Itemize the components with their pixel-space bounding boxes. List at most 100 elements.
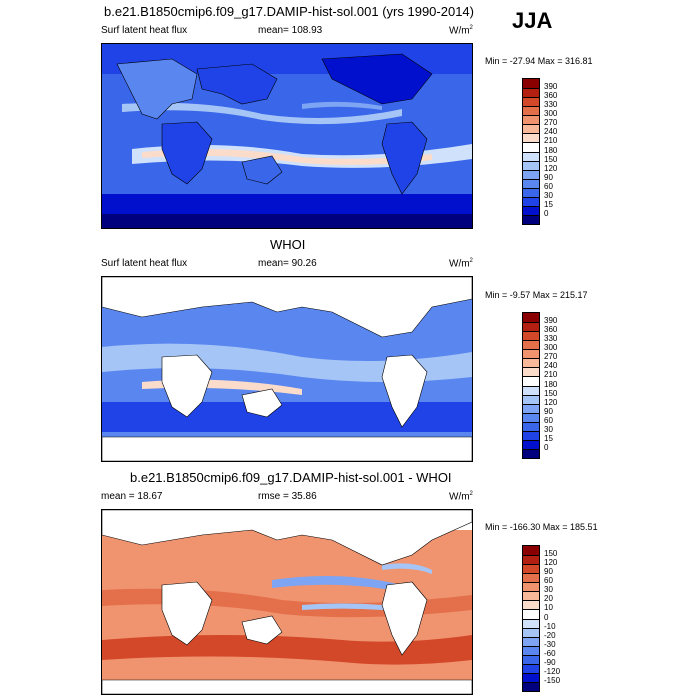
colorbar-swatch <box>523 151 539 161</box>
colorbar-tick-label: 60 <box>544 576 553 586</box>
panel2-units: W/m2 <box>449 258 473 270</box>
colorbar-swatch <box>523 421 539 431</box>
colorbar-swatch <box>523 636 539 646</box>
colorbar-tick-label: 270 <box>544 352 558 362</box>
colorbar-tick-label: 300 <box>544 109 558 119</box>
colorbar-tick-label: 0 <box>544 208 549 218</box>
panel3-mean-label: mean = 18.67 <box>101 491 163 502</box>
panel1-mean-label: mean= 108.93 <box>258 25 323 36</box>
colorbar-tick-label: 270 <box>544 118 558 128</box>
colorbar-tick-label: 0 <box>544 442 549 452</box>
panel2-colorbar <box>522 312 540 459</box>
colorbar-swatch <box>523 367 539 377</box>
colorbar-swatch <box>523 681 539 691</box>
colorbar-swatch <box>523 439 539 449</box>
colorbar-tick-label: 180 <box>544 379 558 389</box>
colorbar-swatch <box>523 573 539 583</box>
colorbar-swatch <box>523 663 539 673</box>
colorbar-tick-label: -30 <box>544 639 556 649</box>
panel1-minmax: Min = -27.94 Max = 316.81 <box>485 56 593 66</box>
colorbar-swatch <box>523 349 539 359</box>
colorbar-swatch <box>523 196 539 206</box>
colorbar-swatch <box>523 654 539 664</box>
colorbar-swatch <box>523 394 539 404</box>
colorbar-tick-label: 300 <box>544 343 558 353</box>
colorbar-tick-label: 120 <box>544 558 558 568</box>
panel2-title: WHOI <box>270 237 306 252</box>
colorbar-swatch <box>523 582 539 592</box>
panel3-title: b.e21.B1850cmip6.f09_g17.DAMIP-hist-sol.… <box>130 470 452 485</box>
colorbar-swatch <box>523 97 539 107</box>
colorbar-swatch <box>523 187 539 197</box>
colorbar-tick-label: 150 <box>544 154 558 164</box>
colorbar-tick-label: 90 <box>544 567 553 577</box>
panel1-units: W/m2 <box>449 25 473 37</box>
colorbar-swatch <box>523 106 539 116</box>
colorbar-tick-label: 20 <box>544 594 553 604</box>
colorbar-tick-label: 90 <box>544 406 553 416</box>
colorbar-tick-label: -150 <box>544 675 561 685</box>
colorbar-tick-label: 150 <box>544 388 558 398</box>
colorbar-tick-label: 15 <box>544 433 553 443</box>
panel1-title: b.e21.B1850cmip6.f09_g17.DAMIP-hist-sol.… <box>104 4 474 19</box>
colorbar-swatch <box>523 546 539 556</box>
colorbar-tick-label: 240 <box>544 127 558 137</box>
colorbar-swatch <box>523 331 539 341</box>
colorbar-tick-label: 210 <box>544 370 558 380</box>
colorbar-tick-label: -10 <box>544 621 556 631</box>
panel2-map-field <box>102 277 472 461</box>
colorbar-swatch <box>523 340 539 350</box>
panel2-mean-label: mean= 90.26 <box>258 258 317 269</box>
colorbar-tick-label: 390 <box>544 82 558 92</box>
colorbar-swatch <box>523 178 539 188</box>
colorbar-swatch <box>523 358 539 368</box>
colorbar-tick-label: 240 <box>544 361 558 371</box>
panel3-map <box>101 509 473 695</box>
colorbar-tick-label: 30 <box>544 585 553 595</box>
colorbar-tick-label: -120 <box>544 666 561 676</box>
panel1-map <box>101 43 473 229</box>
colorbar-tick-label: 30 <box>544 190 553 200</box>
panel3-map-field <box>102 510 472 694</box>
panel1-map-field <box>102 44 472 228</box>
colorbar-swatch <box>523 88 539 98</box>
colorbar-swatch <box>523 133 539 143</box>
colorbar-swatch <box>523 618 539 628</box>
panel2-map <box>101 276 473 462</box>
panel3-rmse-label: rmse = 35.86 <box>258 491 317 502</box>
season-label: JJA <box>512 8 553 33</box>
colorbar-tick-label: 360 <box>544 325 558 335</box>
colorbar-swatch <box>523 403 539 413</box>
colorbar-swatch <box>523 430 539 440</box>
colorbar-swatch <box>523 609 539 619</box>
colorbar-swatch <box>523 645 539 655</box>
colorbar-swatch <box>523 555 539 565</box>
colorbar-swatch <box>523 205 539 215</box>
colorbar-swatch <box>523 115 539 125</box>
colorbar-swatch <box>523 564 539 574</box>
colorbar-swatch <box>523 124 539 134</box>
colorbar-tick-label: 390 <box>544 316 558 326</box>
colorbar-tick-label: 120 <box>544 397 558 407</box>
colorbar-tick-label: 10 <box>544 603 553 613</box>
colorbar-tick-label: -20 <box>544 630 556 640</box>
colorbar-swatch <box>523 160 539 170</box>
panel3-minmax: Min = -166.30 Max = 185.51 <box>485 522 598 532</box>
panel2-minmax: Min = -9.57 Max = 215.17 <box>485 290 588 300</box>
colorbar-tick-label: 180 <box>544 145 558 155</box>
colorbar-tick-label: 330 <box>544 100 558 110</box>
colorbar-tick-label: -90 <box>544 657 556 667</box>
colorbar-tick-label: 150 <box>544 549 558 559</box>
colorbar-swatch <box>523 412 539 422</box>
colorbar-tick-label: 90 <box>544 172 553 182</box>
colorbar-tick-label: 120 <box>544 163 558 173</box>
colorbar-tick-label: 60 <box>544 181 553 191</box>
colorbar-swatch <box>523 600 539 610</box>
colorbar-swatch <box>523 591 539 601</box>
colorbar-swatch <box>523 169 539 179</box>
colorbar-swatch <box>523 448 539 458</box>
panel1-colorbar <box>522 78 540 225</box>
colorbar-swatch <box>523 313 539 323</box>
colorbar-tick-label: 330 <box>544 334 558 344</box>
colorbar-swatch <box>523 214 539 224</box>
